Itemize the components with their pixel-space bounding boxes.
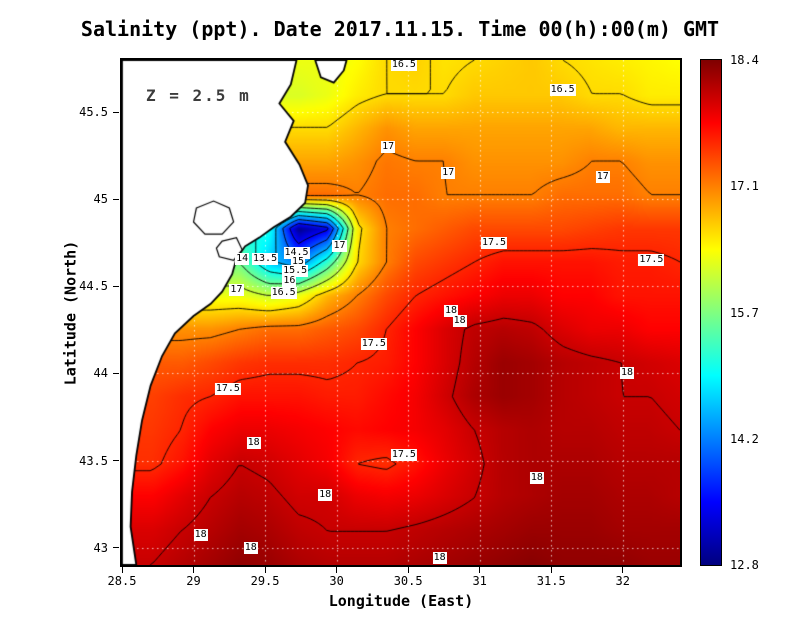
colorbar-tick-label: 12.8 — [730, 558, 759, 572]
contour-label: 17 — [381, 141, 396, 154]
contour-label: 18 — [243, 541, 258, 554]
y-tick-label: 45 — [93, 192, 108, 207]
y-tick-mark — [113, 285, 119, 287]
x-tick-label: 29 — [186, 574, 201, 588]
x-tick-mark — [193, 567, 195, 573]
x-tick-mark — [121, 567, 123, 573]
contour-label: 17.5 — [638, 254, 665, 267]
contour-label: 17.5 — [390, 449, 417, 462]
contour-label: 18 — [444, 304, 459, 317]
colorbar-tick-label: 18.4 — [730, 53, 759, 67]
contour-label: 18 — [452, 315, 467, 328]
contour-label: 18 — [529, 471, 544, 484]
x-tick-label: 31.5 — [536, 574, 566, 588]
y-tick-label: 45.5 — [79, 105, 108, 120]
x-tick-label: 28.5 — [107, 574, 137, 588]
contour-label: 18 — [620, 367, 635, 380]
plot-area: 16.5 16.5 17 17 17 17 17.5 17.5 14 13.5 14.5 15 15.5… — [120, 58, 682, 567]
x-tick-label: 31 — [472, 574, 487, 588]
contour-label: 16.5 — [549, 83, 576, 96]
x-tick-mark — [407, 567, 409, 573]
contour-labels-layer: 16.5 16.5 17 17 17 17 17.5 17.5 14 13.5 14.5 15 15.5… — [122, 60, 680, 565]
contour-label: 18 — [246, 437, 261, 450]
y-tick-label: 43 — [93, 540, 108, 555]
x-tick-mark — [622, 567, 624, 573]
y-tick-label: 44 — [93, 366, 108, 381]
x-tick-mark — [336, 567, 338, 573]
contour-label: 16.5 — [270, 287, 297, 300]
y-tick-mark — [113, 460, 119, 462]
y-tick-mark — [113, 547, 119, 549]
salinity-heatmap-canvas — [122, 60, 680, 565]
contour-label: 16.5 — [390, 59, 417, 72]
y-axis-label: Latitude (North) — [61, 240, 79, 385]
contour-label: 17 — [595, 170, 610, 183]
chart-title: Salinity (ppt). Date 2017.11.15. Time 00… — [80, 17, 720, 41]
contour-label: 16 — [282, 275, 297, 288]
x-tick-mark — [479, 567, 481, 573]
x-tick-label: 32 — [615, 574, 630, 588]
contour-label: 17 — [441, 167, 456, 180]
contour-label: 15.5 — [282, 264, 309, 277]
x-tick-label: 30 — [329, 574, 344, 588]
contour-label: 17 — [229, 283, 244, 296]
x-axis-label: Longitude (East) — [328, 592, 474, 610]
contour-label: 13.5 — [252, 252, 279, 265]
depth-annotation: Z = 2.5 m — [146, 86, 251, 105]
y-tick-mark — [113, 198, 119, 200]
contour-label: 17.5 — [360, 337, 387, 350]
colorbar — [700, 59, 722, 566]
contour-label: 18 — [193, 529, 208, 542]
x-tick-mark — [264, 567, 266, 573]
y-axis-label-wrap: Latitude (North) — [58, 60, 82, 565]
contour-label: 18 — [432, 552, 447, 565]
y-tick-mark — [113, 111, 119, 113]
y-tick-label: 44.5 — [79, 279, 108, 294]
colorbar-tick-label: 14.2 — [730, 431, 759, 446]
contour-label: 17.5 — [480, 236, 508, 249]
colorbar-tick-label: 17.1 — [730, 179, 759, 194]
x-tick-label: 30.5 — [393, 574, 423, 588]
colorbar-tick-label: 15.7 — [730, 305, 759, 320]
contour-label: 17 — [332, 240, 347, 253]
contour-label: 18 — [318, 489, 333, 502]
y-tick-label: 43.5 — [79, 453, 108, 468]
x-tick-mark — [550, 567, 552, 573]
contour-label: 14 — [235, 252, 250, 265]
contour-label: 17.5 — [214, 383, 241, 396]
y-tick-mark — [113, 372, 119, 374]
x-tick-label: 29.5 — [250, 574, 280, 588]
